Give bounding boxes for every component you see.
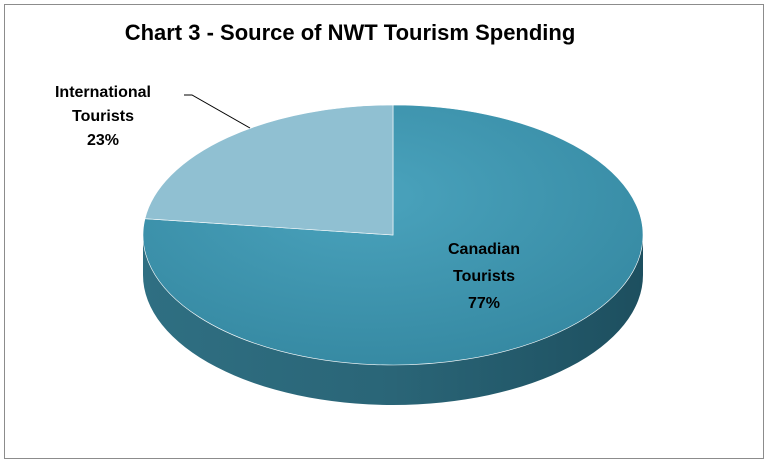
- slice-label-canadian: Canadian: [448, 241, 520, 258]
- slice-label-international: International: [55, 84, 151, 101]
- pie-slice-international-tourists: [144, 104, 394, 236]
- slice-label-canadian: Tourists: [453, 268, 515, 285]
- slice-value-international: 23%: [87, 132, 119, 149]
- leader-line-international: [184, 94, 251, 129]
- pie-side: [143, 235, 643, 405]
- slice-value-canadian: 77%: [468, 295, 500, 312]
- pie-top: [142, 104, 644, 366]
- pie-side-band: [143, 235, 643, 405]
- pie-labels: Canadian Tourists 77% International Tourists…: [55, 84, 520, 312]
- chart-title: Chart 3 - Source of NWT Tourism Spending: [124, 20, 576, 45]
- slice-label-international: Tourists: [72, 108, 134, 125]
